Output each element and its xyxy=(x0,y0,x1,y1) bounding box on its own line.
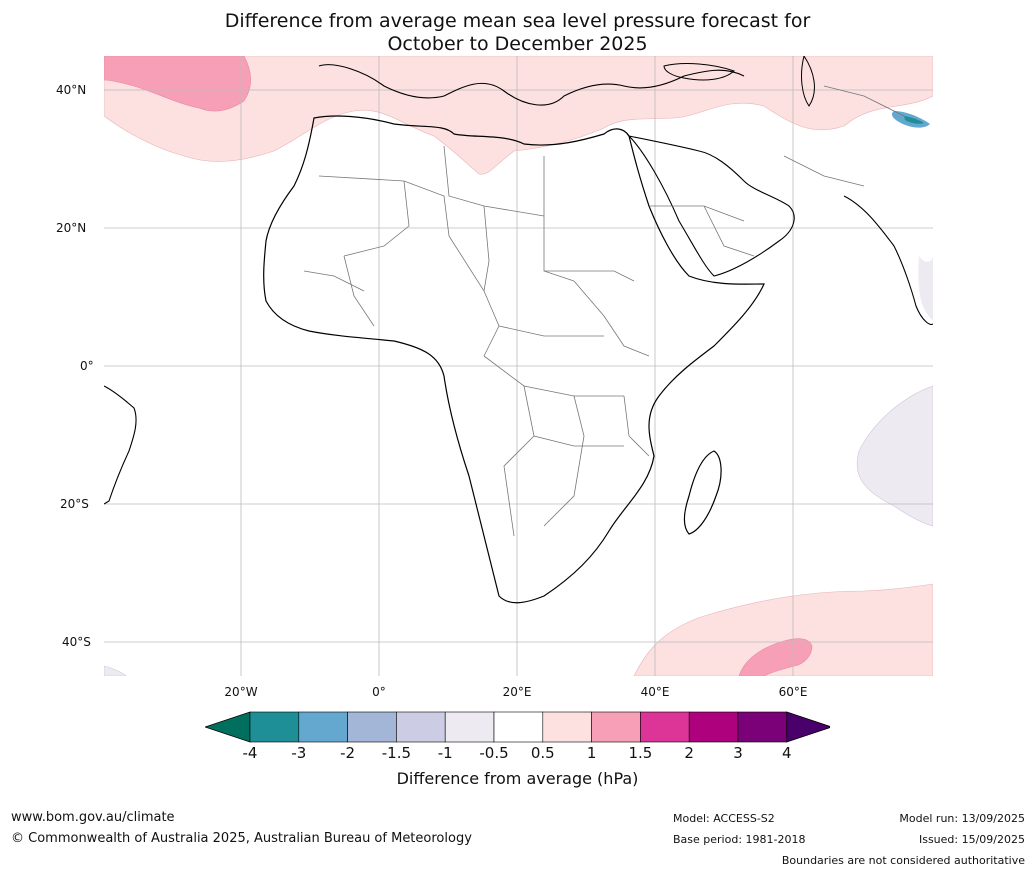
lon-label-20w: 20°W xyxy=(224,685,258,699)
colorbar-segment xyxy=(737,711,788,743)
colorbar-segment xyxy=(444,711,495,743)
colorbar-tick-label: -4 xyxy=(242,744,258,762)
footer-base-period: Base period: 1981-2018 xyxy=(673,833,806,846)
colorbar-tick-label: 0.5 xyxy=(530,744,555,762)
anomaly-south-medium xyxy=(738,638,813,676)
anomaly-north-medium xyxy=(104,56,252,112)
colorbar-segment xyxy=(298,711,348,743)
colorbar-tick-label: 2 xyxy=(684,744,694,762)
india-coastline xyxy=(843,195,933,325)
europe-coastline xyxy=(318,64,745,106)
footer-copyright: © Commonwealth of Australia 2025, Austra… xyxy=(11,831,472,846)
colorbar-segments xyxy=(205,711,830,743)
anomaly-south-light xyxy=(633,583,933,676)
africa-coastline xyxy=(263,115,765,604)
anomaly-southeast-lilac xyxy=(856,385,933,527)
colorbar-segment xyxy=(396,711,446,743)
footer-model: Model: ACCESS-S2 xyxy=(673,812,775,825)
footer-issued: Issued: 15/09/2025 xyxy=(918,833,1025,846)
colorbar-tick-label: -1.5 xyxy=(381,744,412,762)
caspian-sea xyxy=(801,56,815,107)
colorbar-tick-label: -3 xyxy=(291,744,307,762)
map-title: Difference from average mean sea level p… xyxy=(0,10,1035,56)
colorbar-segment xyxy=(347,711,397,743)
lat-label-20s: 20°S xyxy=(60,497,89,511)
colorbar-segment xyxy=(493,711,544,743)
colorbar-title: Difference from average (hPa) xyxy=(396,769,639,788)
arabia-coastline xyxy=(627,135,795,277)
lat-label-20n: 20°N xyxy=(56,221,87,235)
colorbar-tick-label: -1 xyxy=(437,744,453,762)
footer-disclaimer: Boundaries are not considered authoritat… xyxy=(781,854,1025,867)
title-line-1: Difference from average mean sea level p… xyxy=(224,10,811,32)
madagascar xyxy=(683,450,722,535)
gridlines xyxy=(104,56,933,676)
title-line-2: October to December 2025 xyxy=(387,33,648,55)
colorbar-tick-label: 1 xyxy=(586,744,597,762)
footer-model-run: Model run: 13/09/2025 xyxy=(899,812,1025,825)
country-borders xyxy=(303,85,905,537)
anomaly-east-teal xyxy=(904,116,924,124)
forecast-map xyxy=(104,56,933,676)
colorbar xyxy=(205,711,830,743)
colorbar-segment xyxy=(688,711,739,743)
south-america-coastline xyxy=(104,385,137,505)
colorbar-segment xyxy=(249,711,300,743)
lat-label-0: 0° xyxy=(80,359,94,373)
colorbar-arrow-max xyxy=(786,711,830,743)
colorbar-segment xyxy=(591,711,641,743)
colorbar-tick-label: -2 xyxy=(340,744,356,762)
lat-label-40n: 40°N xyxy=(56,83,87,97)
anomaly-north-light xyxy=(104,56,933,175)
lon-label-60e: 60°E xyxy=(778,685,808,699)
colorbar-segment xyxy=(640,711,690,743)
colorbar-tick-label: 3 xyxy=(733,744,743,762)
colorbar-tick-label: 4 xyxy=(782,744,792,762)
colorbar-segment xyxy=(542,711,592,743)
footer-website: www.bom.gov.au/climate xyxy=(11,810,175,825)
anomaly-east-lilac xyxy=(918,256,933,321)
lat-label-40s: 40°S xyxy=(62,635,91,649)
lon-label-20e: 20°E xyxy=(502,685,532,699)
lon-label-40e: 40°E xyxy=(640,685,670,699)
colorbar-tick-label: -0.5 xyxy=(479,744,509,762)
lon-label-0: 0° xyxy=(372,685,386,699)
colorbar-tick-label: 1.5 xyxy=(628,744,653,762)
colorbar-arrow-min xyxy=(205,711,251,743)
anomaly-southwest-lilac xyxy=(104,665,127,676)
black-sea xyxy=(663,63,735,81)
